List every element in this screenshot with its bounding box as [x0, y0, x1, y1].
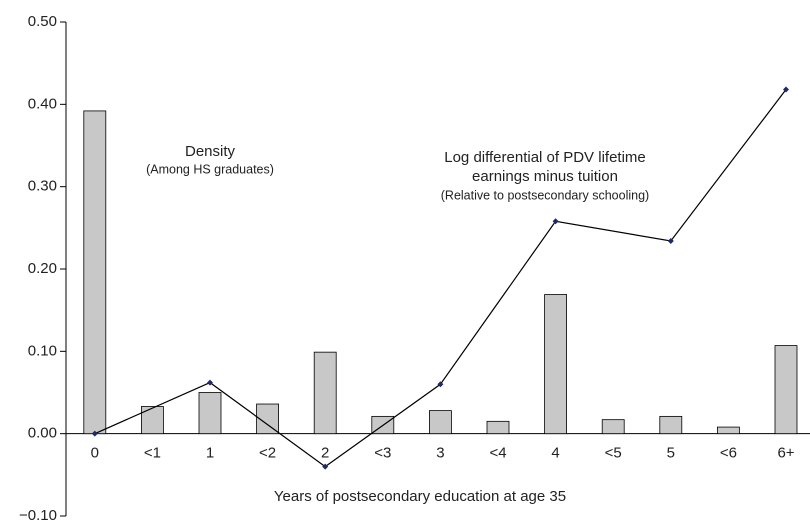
- x-tick-label: <3: [374, 445, 391, 462]
- x-tick-label: <2: [259, 445, 276, 462]
- y-tick-label: 0.20: [28, 260, 57, 277]
- x-tick-label: <5: [605, 445, 622, 462]
- y-tick-label: 0.30: [28, 178, 57, 195]
- x-tick-label: <6: [720, 445, 737, 462]
- marker: [91, 430, 98, 437]
- x-axis-label: Years of postsecondary education at age …: [274, 488, 566, 505]
- bar: [140, 406, 164, 435]
- bar: [313, 351, 337, 435]
- x-tick-label: 1: [206, 445, 214, 462]
- marker: [783, 86, 789, 93]
- bar: [774, 345, 798, 435]
- annotation: Density: [185, 143, 236, 160]
- bar: [198, 392, 222, 435]
- annotation: Log differential of PDV lifetime: [444, 149, 646, 166]
- y-tick-label: 0.00: [28, 425, 57, 442]
- bar: [659, 415, 683, 435]
- annotation: earnings minus tuition: [472, 168, 618, 185]
- x-tick-label: 3: [436, 445, 444, 462]
- x-tick-label: 0: [91, 445, 99, 462]
- annotation: (Relative to postsecondary schooling): [441, 188, 649, 202]
- bar: [428, 410, 452, 435]
- x-tick-label: 2: [321, 445, 329, 462]
- bar: [83, 110, 107, 435]
- y-tick-label: 0.10: [28, 342, 57, 359]
- x-tick-label: 6+: [777, 445, 794, 462]
- x-tick-label: 4: [551, 445, 559, 462]
- y-tick-label: 0.40: [28, 95, 57, 112]
- marker: [667, 238, 674, 245]
- annotation: (Among HS graduates): [146, 162, 274, 176]
- bar: [486, 420, 510, 435]
- x-tick-label: 5: [667, 445, 675, 462]
- bar: [717, 426, 740, 435]
- marker: [437, 381, 444, 388]
- marker: [207, 379, 213, 386]
- marker: [552, 218, 559, 225]
- y-tick-label: 0.50: [28, 13, 57, 30]
- x-tick-label: <4: [489, 445, 506, 462]
- bar: [256, 403, 280, 435]
- bar: [601, 419, 625, 435]
- marker: [322, 463, 329, 470]
- bar: [544, 294, 567, 435]
- x-tick-label: <1: [144, 445, 161, 462]
- y-tick-label: −0.10: [19, 507, 57, 520]
